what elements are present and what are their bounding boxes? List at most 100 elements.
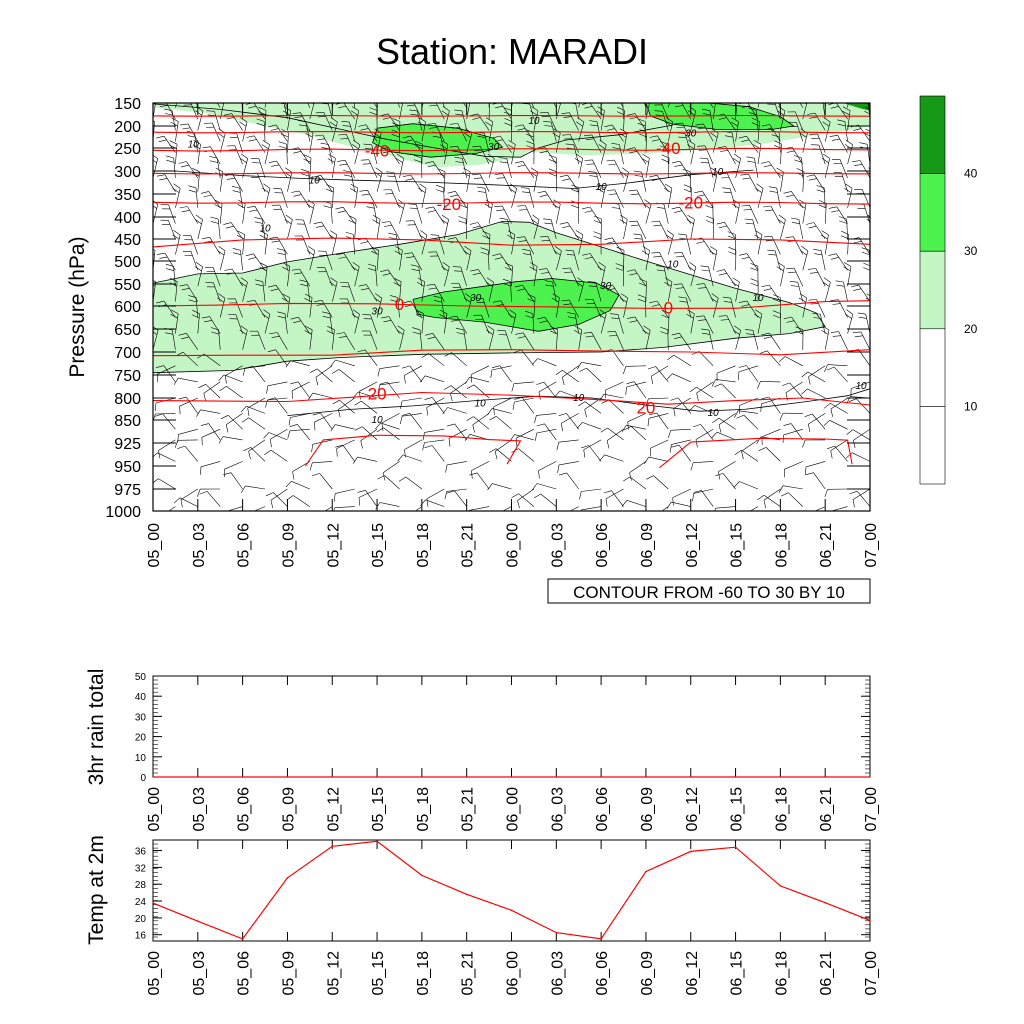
wind-barb-feather	[641, 250, 649, 256]
wind-barb-feather	[801, 371, 808, 378]
wind-barb-feather	[400, 416, 403, 425]
wind-contour-label: 10	[188, 140, 200, 151]
wind-barb-feather	[269, 439, 272, 448]
wind-barb-staff	[208, 191, 221, 208]
wind-barb-feather	[480, 251, 489, 255]
wind-barb-feather	[526, 145, 535, 149]
wind-barb-feather	[371, 246, 379, 251]
wind-barb-feather	[383, 225, 392, 227]
wind-contour-label: 10	[712, 167, 724, 178]
wind-barb-staff	[522, 332, 535, 350]
wind-barb-feather	[202, 146, 211, 149]
wind-barb-staff	[793, 267, 804, 287]
wind-contour-label: 30	[600, 281, 612, 292]
wind-barb-feather	[285, 360, 291, 368]
wind-barb-feather	[159, 178, 168, 181]
wind-barb-feather	[375, 293, 382, 299]
wind-barb-staff	[701, 190, 714, 208]
wind-barb-feather	[865, 297, 870, 301]
wind-barb-feather	[358, 284, 367, 287]
wind-barb-feather	[153, 280, 156, 283]
wind-barb-feather	[277, 252, 286, 255]
wind-barb-staff	[399, 330, 405, 350]
wind-barb-staff	[312, 439, 333, 445]
wind-barb-feather	[292, 471, 295, 480]
wind-barb-feather	[464, 376, 470, 384]
wind-barb-feather	[809, 116, 818, 119]
wind-barb-feather	[822, 281, 830, 287]
x-tick-label: 05_03	[191, 951, 208, 996]
wind-barb-feather	[509, 309, 517, 315]
wind-barb-feather	[264, 449, 272, 455]
wind-barb-staff	[402, 413, 422, 417]
wind-barb-feather	[379, 381, 388, 385]
wind-barb-staff	[239, 187, 243, 208]
wind-barb-feather	[416, 309, 424, 314]
wind-barb-feather	[450, 95, 458, 97]
wind-barb-staff	[824, 234, 829, 255]
wind-barb-feather	[432, 136, 441, 138]
wind-barb-feather	[136, 273, 144, 275]
wind-barb-feather	[517, 288, 526, 291]
wind-barb-feather	[637, 298, 646, 303]
wind-barb-feather	[372, 219, 380, 224]
wind-barb-staff	[499, 365, 512, 383]
wind-barb-staff	[216, 103, 221, 108]
time-tick-label: 05_18	[415, 523, 432, 568]
y-tick-label: 50	[135, 672, 147, 683]
wind-barb-staff	[858, 237, 870, 255]
wind-barb-feather	[155, 365, 164, 368]
wind-barb-staff	[690, 187, 692, 208]
wind-barb-staff	[447, 407, 467, 414]
wind-barb-feather	[364, 148, 373, 150]
x-tick-label: 06_21	[818, 951, 835, 996]
wind-barb-staff	[484, 188, 490, 208]
wind-barb-staff	[685, 234, 692, 255]
wind-barb-staff	[307, 103, 311, 108]
wind-barb-staff	[841, 172, 848, 192]
wind-barb-staff	[515, 428, 535, 439]
wind-barb-feather	[732, 277, 740, 283]
wind-barb-feather	[786, 320, 795, 323]
wind-barb-feather	[861, 247, 870, 251]
wind-barb-feather	[849, 490, 858, 495]
wind-barb-feather	[687, 144, 695, 150]
wind-barb-feather	[331, 369, 340, 374]
wind-barb-staff	[820, 314, 826, 334]
wind-barb-feather	[210, 221, 219, 224]
wind-barb-staff	[321, 221, 333, 240]
wind-barb-staff	[203, 381, 221, 394]
wind-barb-staff	[757, 313, 763, 334]
wind-barb-staff	[482, 298, 490, 318]
wind-barb-feather	[806, 174, 815, 177]
wind-barb-feather	[194, 219, 202, 225]
wind-barb-staff	[556, 203, 561, 224]
wind-barb-staff	[405, 476, 423, 490]
wind-barb-feather	[579, 491, 582, 500]
wind-barb-feather	[671, 160, 680, 164]
wind-barb-feather	[469, 472, 478, 476]
wind-barb-feather	[808, 376, 811, 385]
wind-barb-feather	[607, 95, 615, 97]
wind-barb-staff	[234, 145, 243, 165]
wind-barb-feather	[293, 90, 301, 91]
wind-barb-staff	[522, 285, 535, 302]
wind-barb-staff	[738, 365, 759, 373]
wind-contour-label: 10	[596, 182, 608, 193]
wind-barb-feather	[666, 501, 672, 509]
wind-barb-staff	[783, 428, 803, 436]
wind-barb-feather	[381, 422, 384, 431]
wind-barb-feather	[387, 87, 395, 88]
wind-barb-feather	[698, 287, 707, 289]
wind-barb-feather	[746, 333, 755, 335]
wind-barb-feather	[854, 94, 862, 95]
wind-barb-staff	[492, 408, 512, 414]
time-tick-label: 05_15	[370, 523, 387, 568]
wind-barb-staff	[703, 123, 714, 142]
wind-barb-feather	[822, 325, 830, 331]
wind-barbs	[136, 87, 870, 511]
wind-barb-feather	[828, 206, 837, 209]
wind-barb-feather	[303, 158, 311, 163]
wind-barb-feather	[259, 234, 268, 240]
wind-barb-feather	[822, 153, 830, 159]
